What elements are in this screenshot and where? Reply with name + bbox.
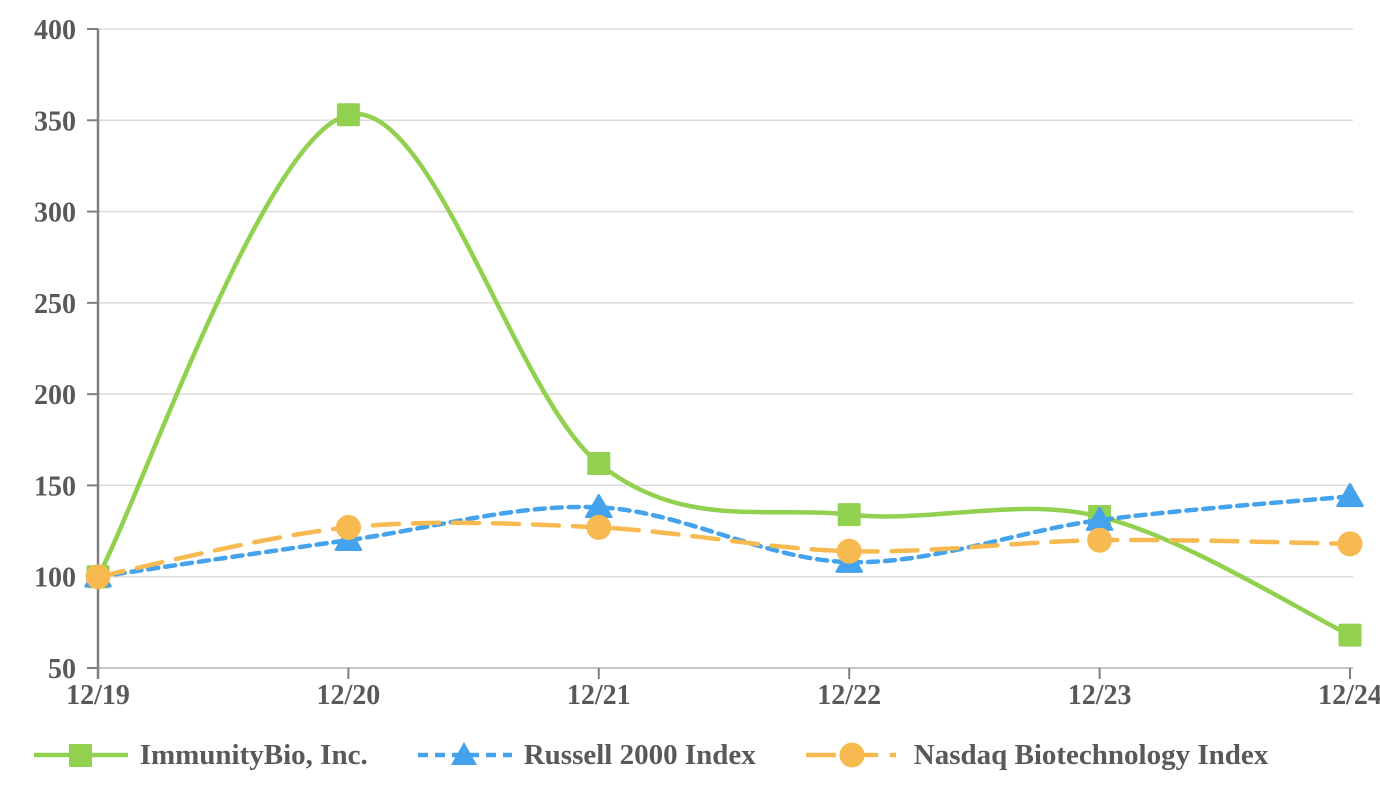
marker-circle-nasdaq-biotechnology-index — [1087, 527, 1113, 553]
marker-square-immunitybio-inc — [587, 452, 611, 476]
legend-item-russell-2000: Russell 2000 Index — [416, 738, 756, 772]
y-axis-tick-label: 200 — [34, 380, 76, 411]
series-line-nasdaq-biotechnology-index — [95, 520, 1353, 579]
x-axis-tick-label: 12/19 — [66, 680, 130, 711]
legend-line-sample-immunitybio — [33, 744, 128, 767]
legend-line-sample-nasdaq-biotech — [805, 742, 902, 768]
legend-circle-marker-icon — [839, 742, 865, 768]
marker-circle-nasdaq-biotechnology-index — [85, 564, 111, 590]
x-axis-tick-label: 12/23 — [1068, 680, 1132, 711]
marker-circle-nasdaq-biotechnology-index — [335, 514, 361, 540]
y-axis-tick-label: 100 — [34, 563, 76, 594]
y-axis-tick-label: 150 — [34, 471, 76, 502]
legend-triangle-marker-icon — [450, 742, 477, 765]
legend-item-nasdaq-biotech: Nasdaq Biotechnology Index — [804, 738, 1269, 772]
x-axis-tick-label: 12/24 — [1318, 680, 1380, 711]
marker-triangle-russell-2000-index — [1336, 483, 1364, 508]
marker-square-immunitybio-inc — [1338, 623, 1362, 647]
legend-label-nasdaq-biotech: Nasdaq Biotechnology Index — [913, 738, 1269, 771]
y-axis-tick-label: 250 — [34, 289, 76, 320]
x-axis-tick-label: 12/20 — [317, 680, 381, 711]
legend-label-russell-2000: Russell 2000 Index — [523, 738, 756, 771]
marker-circle-nasdaq-biotechnology-index — [586, 514, 612, 540]
x-axis-tick-label: 12/21 — [567, 680, 631, 711]
marker-circle-nasdaq-biotechnology-index — [836, 538, 862, 564]
y-axis-tick-label: 400 — [34, 15, 76, 46]
legend-label-immunitybio: ImmunityBio, Inc. — [139, 738, 368, 771]
legend-square-marker-icon — [68, 744, 92, 767]
series-line-immunitybio-inc — [95, 111, 1353, 638]
series-line-russell-2000-index — [95, 494, 1353, 579]
y-axis-tick-label: 350 — [34, 106, 76, 137]
marker-circle-nasdaq-biotechnology-index — [1337, 531, 1363, 557]
x-axis-tick-label: 12/22 — [817, 680, 881, 711]
marker-square-immunitybio-inc — [336, 103, 360, 127]
y-axis-tick-label: 50 — [48, 654, 76, 685]
chart-legend: ImmunityBio, Inc. Russell 2000 Index Nas… — [0, 738, 1340, 772]
legend-line-sample-russell-2000 — [417, 742, 512, 765]
legend-item-immunitybio: ImmunityBio, Inc. — [32, 738, 368, 772]
marker-square-immunitybio-inc — [837, 503, 861, 527]
y-axis-tick-label: 300 — [34, 198, 76, 229]
